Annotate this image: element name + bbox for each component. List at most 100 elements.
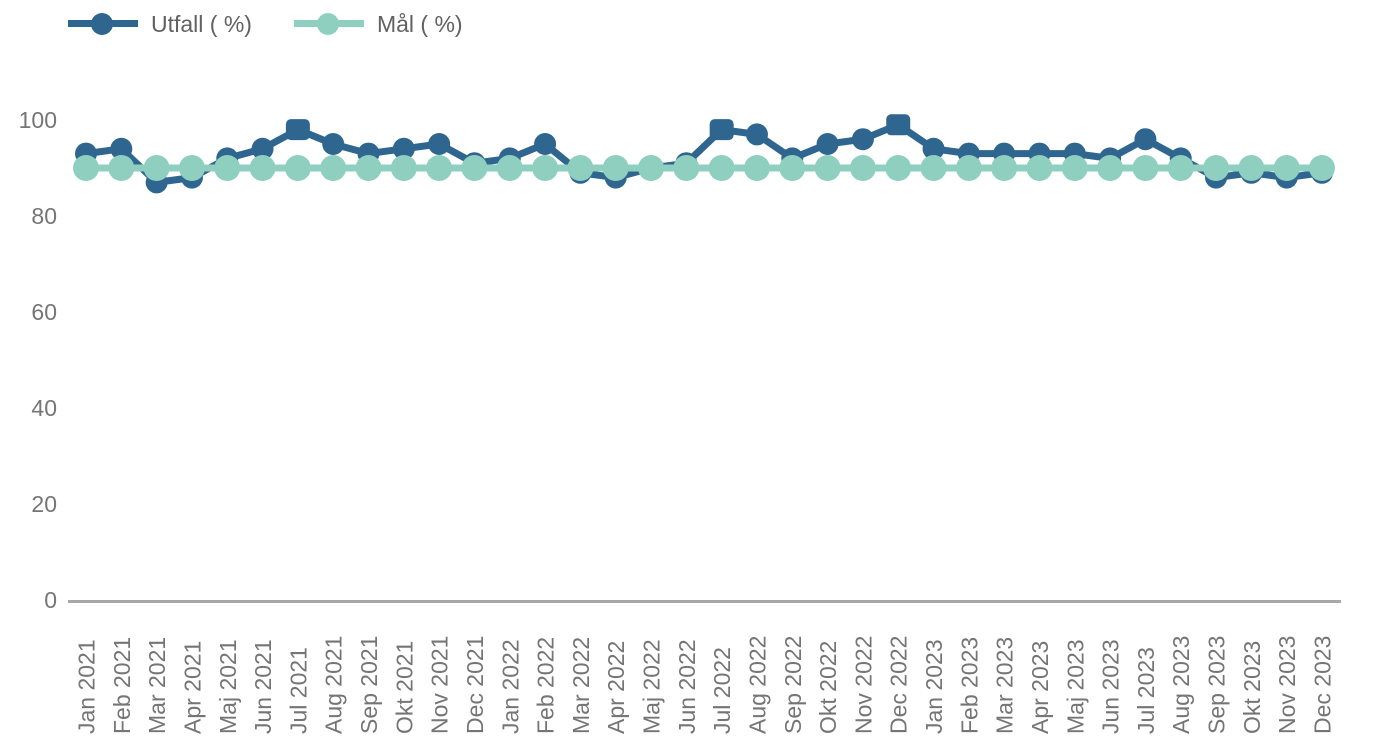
mal-point[interactable] — [143, 155, 170, 181]
x-axis-tick-label: Sep 2022 — [780, 636, 806, 734]
mal-point[interactable] — [1238, 155, 1265, 181]
mal-point[interactable] — [638, 155, 665, 181]
mal-dot-swatch — [316, 12, 339, 35]
x-axis-tick-label: Dec 2021 — [462, 636, 488, 734]
mal-point[interactable] — [108, 155, 135, 181]
y-axis-tick-label: 0 — [44, 587, 57, 613]
x-axis-tick-label: Feb 2023 — [956, 637, 982, 734]
utfall-point[interactable] — [251, 137, 274, 160]
x-axis-tick-label: Aug 2022 — [744, 636, 770, 734]
mal-point[interactable] — [532, 155, 559, 181]
mal-point[interactable] — [461, 155, 488, 181]
x-axis-tick-label: Sep 2021 — [356, 636, 382, 734]
utfall-point[interactable] — [392, 137, 415, 160]
mal-point[interactable] — [708, 155, 735, 181]
mal-point[interactable] — [602, 155, 629, 181]
mal-point[interactable] — [673, 155, 700, 181]
mal-point[interactable] — [1132, 155, 1159, 181]
legend-item-mal[interactable]: Mål ( %) — [293, 11, 463, 37]
x-axis-tick-label: Dec 2023 — [1309, 636, 1335, 734]
utfall-point-square[interactable] — [886, 114, 911, 136]
mal-point[interactable] — [390, 155, 417, 181]
utfall-point[interactable] — [110, 137, 133, 160]
mal-point[interactable] — [567, 155, 594, 181]
mal-point[interactable] — [496, 155, 523, 181]
mal-point[interactable] — [991, 155, 1018, 181]
x-axis-tick-label: Jan 2022 — [497, 639, 523, 734]
x-axis-tick-label: Apr 2022 — [603, 641, 629, 734]
mal-point[interactable] — [849, 155, 876, 181]
utfall-dot-swatch — [91, 12, 113, 35]
x-axis-tick-label: Sep 2023 — [1204, 636, 1230, 734]
x-axis-tick-label: Jun 2023 — [1098, 639, 1124, 734]
utfall-point[interactable] — [745, 123, 768, 146]
utfall-point[interactable] — [428, 133, 451, 155]
x-axis-tick-label: Feb 2021 — [109, 637, 135, 734]
x-axis-tick-label: Mar 2023 — [992, 637, 1018, 734]
x-axis-tick-label: Jul 2023 — [1133, 647, 1159, 734]
x-axis-tick-label: Dec 2022 — [886, 636, 912, 734]
utfall-point-square[interactable] — [709, 119, 734, 141]
utfall-series-swatch — [68, 12, 138, 36]
mal-point[interactable] — [955, 155, 982, 181]
x-axis-tick-label: Aug 2021 — [321, 636, 347, 734]
x-axis-tick-label: Mar 2021 — [144, 637, 170, 734]
mal-point[interactable] — [1308, 155, 1335, 181]
mal-point[interactable] — [355, 155, 382, 181]
x-axis-tick-label: Jan 2023 — [921, 639, 947, 734]
utfall-point[interactable] — [851, 128, 874, 151]
x-axis-tick-label: Jan 2021 — [74, 639, 100, 734]
mal-point[interactable] — [1203, 155, 1230, 181]
y-axis-tick-label: 20 — [31, 491, 57, 517]
chart-legend: Utfall ( %) Mål ( %) — [68, 11, 463, 36]
mal-point[interactable] — [320, 155, 347, 181]
utfall-point[interactable] — [816, 133, 839, 155]
x-axis-tick-label: Jun 2021 — [250, 639, 276, 734]
legend-label-mal: Mål ( %) — [376, 11, 463, 37]
utfall-point[interactable] — [922, 137, 945, 160]
mal-point[interactable] — [1097, 155, 1124, 181]
x-axis-tick-label: Mar 2022 — [568, 637, 594, 734]
x-axis-tick-label: Apr 2021 — [179, 641, 205, 734]
mal-point[interactable] — [249, 155, 276, 181]
y-axis-tick-label: 80 — [31, 203, 57, 229]
y-axis-tick-label: 60 — [31, 299, 57, 325]
mal-point[interactable] — [426, 155, 453, 181]
x-axis-tick-label: Feb 2022 — [533, 637, 559, 734]
x-axis-tick-label: Nov 2021 — [427, 636, 453, 734]
mal-point[interactable] — [1167, 155, 1194, 181]
x-axis-tick-label: Maj 2022 — [639, 639, 665, 734]
x-axis-tick-label: Nov 2023 — [1274, 636, 1300, 734]
mal-point[interactable] — [920, 155, 947, 181]
mal-point[interactable] — [1026, 155, 1053, 181]
mal-point[interactable] — [178, 155, 205, 181]
x-axis-tick-label: Okt 2023 — [1239, 641, 1265, 734]
legend-item-utfall[interactable]: Utfall ( %) — [68, 11, 252, 36]
mal-point[interactable] — [73, 155, 99, 181]
mal-point[interactable] — [814, 155, 841, 181]
utfall-point[interactable] — [322, 133, 345, 155]
x-axis-tick-label: Nov 2022 — [850, 636, 876, 734]
utfall-point[interactable] — [534, 133, 557, 155]
legend-label-utfall: Utfall ( %) — [151, 11, 252, 37]
utfall-point-square[interactable] — [285, 119, 310, 141]
y-axis-tick-label: 40 — [31, 395, 57, 421]
y-axis-tick-label: 100 — [19, 107, 57, 133]
mal-point[interactable] — [743, 155, 770, 181]
x-axis-tick-label: Okt 2021 — [391, 641, 417, 734]
mal-series-swatch — [293, 12, 364, 36]
mal-point[interactable] — [1061, 155, 1088, 181]
x-axis-tick-label: Okt 2022 — [815, 641, 841, 734]
mal-point[interactable] — [214, 155, 241, 181]
utfall-point[interactable] — [1134, 128, 1157, 151]
x-axis-tick-label: Jun 2022 — [674, 639, 700, 734]
mal-point[interactable] — [1273, 155, 1300, 181]
mal-point[interactable] — [885, 155, 912, 181]
mal-point[interactable] — [284, 155, 311, 181]
mal-point[interactable] — [779, 155, 806, 181]
x-axis-tick-label: Maj 2023 — [1062, 639, 1088, 734]
x-axis-tick-label: Jul 2022 — [709, 647, 735, 734]
x-axis-tick-label: Maj 2021 — [215, 639, 241, 734]
